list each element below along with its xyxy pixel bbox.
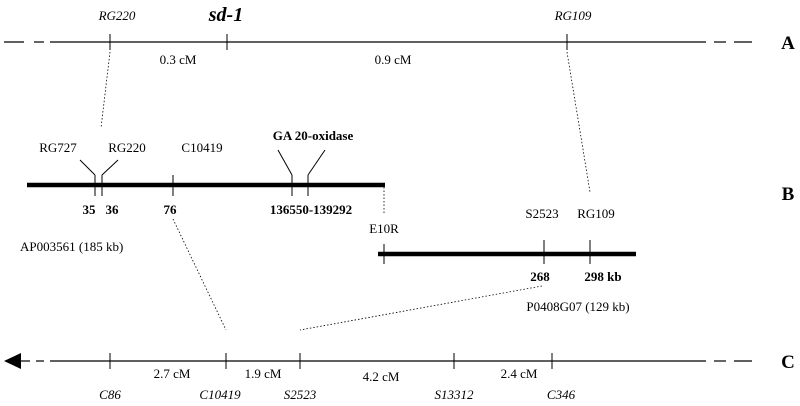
map-b: RG727 RG220 C10419 GA 20-oxidase 35 36 7… (20, 128, 795, 314)
contig1-marker-ga20-oxidase: GA 20-oxidase (273, 128, 354, 143)
map-a: RG220 sd-1 RG109 0.3 cM 0.9 cM A (4, 4, 795, 67)
contig2-marker-s2523: S2523 (525, 206, 558, 221)
contig1-marker-rg727: RG727 (39, 140, 77, 155)
contig1-position-36: 36 (106, 202, 120, 217)
contig2-name: P0408G07 (129 kb) (526, 299, 629, 314)
row-label-c: C (781, 352, 795, 373)
connectors-b-c (172, 218, 543, 331)
leader-ga-left (277, 149, 293, 176)
map-a-distance-2: 0.9 cM (375, 52, 412, 67)
map-c: 2.7 cM 1.9 cM 4.2 cM 2.4 cM C86 C10419 S… (4, 352, 795, 402)
map-a-marker-rg109: RG109 (554, 8, 592, 23)
connector-s2523 (299, 285, 543, 331)
map-a-marker-rg220: RG220 (98, 8, 136, 23)
map-a-distance-1: 0.3 cM (160, 52, 197, 67)
contig2-marker-rg109: RG109 (577, 206, 615, 221)
map-c-distance-3: 4.2 cM (363, 369, 400, 384)
contig1-position-ga: 136550-139292 (270, 202, 352, 217)
connector-c10419 (172, 218, 227, 331)
connector-rg220 (100, 51, 111, 129)
map-c-distance-1: 2.7 cM (154, 366, 191, 381)
connector-rg109 (566, 51, 591, 193)
row-label-a: A (781, 33, 795, 54)
contig2-marker-e10r: E10R (369, 221, 399, 236)
contig1-marker-rg220: RG220 (108, 140, 146, 155)
map-c-marker-c86: C86 (99, 387, 121, 402)
map-a-marker-sd1: sd-1 (208, 4, 243, 26)
map-c-distance-2: 1.9 cM (245, 366, 282, 381)
leader-rg727 (79, 159, 96, 176)
connectors-a-b (100, 51, 591, 214)
map-c-marker-s13312: S13312 (435, 387, 475, 402)
leader-ga-right (307, 149, 326, 176)
left-arrowhead-icon (4, 353, 21, 369)
contig1-position-35: 35 (83, 202, 97, 217)
contig2-position-298: 298 kb (584, 269, 621, 284)
map-c-distance-4: 2.4 cM (501, 366, 538, 381)
map-c-marker-s2523: S2523 (284, 387, 317, 402)
leader-rg220 (101, 159, 119, 176)
map-c-marker-c10419: C10419 (199, 387, 241, 402)
contig2-position-268: 268 (530, 269, 550, 284)
row-label-b: B (782, 184, 795, 205)
contig1-position-76: 76 (164, 202, 178, 217)
map-c-marker-c346: C346 (547, 387, 576, 402)
contig1-marker-c10419: C10419 (181, 140, 222, 155)
contig1-name: AP003561 (185 kb) (20, 239, 123, 254)
